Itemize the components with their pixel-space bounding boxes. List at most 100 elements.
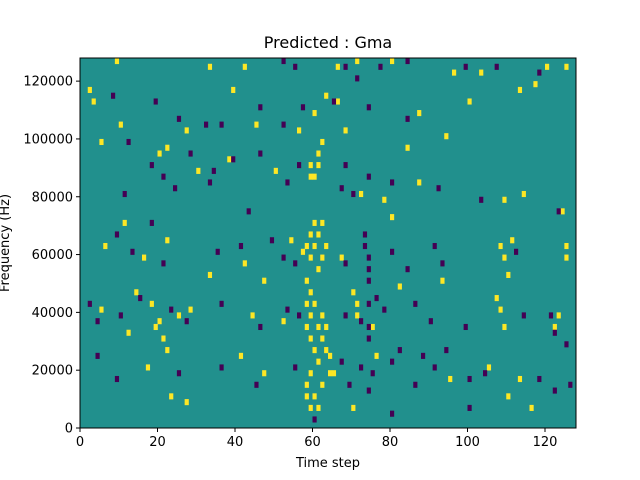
heatmap-cell-high — [99, 306, 104, 313]
heatmap-cell-high — [339, 254, 344, 261]
heatmap-cell-low — [138, 295, 143, 302]
heatmap-cell-low — [390, 248, 395, 255]
x-axis-label: Time step — [295, 456, 360, 471]
heatmap-cell-high — [312, 393, 317, 400]
heatmap-cell-high — [517, 86, 523, 93]
heatmap-cell-low — [219, 300, 224, 307]
heatmap-cell-high — [304, 323, 309, 331]
heatmap-cell-high — [355, 300, 360, 307]
heatmap-cell-high — [510, 237, 515, 244]
x-axis-ticks: 0 20 40 60 80 100 120 — [76, 428, 557, 450]
heatmap-cell-low — [293, 260, 298, 267]
heatmap-cell-high — [486, 364, 492, 371]
heatmap-cell-high — [382, 196, 387, 203]
heatmap-cell-low — [87, 300, 92, 307]
heatmap-cell-high — [374, 352, 379, 359]
heatmap-cell-high — [320, 335, 325, 342]
heatmap-cell-low — [114, 375, 120, 383]
heatmap-cell-high — [479, 69, 484, 76]
y-tick-label: 100000 — [23, 132, 73, 147]
heatmap-cell-low — [390, 358, 395, 365]
heatmap-cell-low — [149, 162, 154, 169]
heatmap-cell-low — [258, 323, 263, 331]
heatmap-cell-high — [114, 58, 120, 65]
plot-area — [79, 57, 577, 429]
heatmap-cell-low — [126, 138, 131, 146]
heatmap-cell-high — [335, 98, 340, 105]
heatmap-cell-low — [169, 306, 174, 313]
heatmap-cell-low — [440, 260, 445, 267]
y-axis-ticks: 0 20000 40000 60000 80000 100000 120000 — [23, 75, 80, 437]
heatmap-cell-low — [246, 208, 251, 215]
heatmap-cell-low — [254, 381, 259, 388]
heatmap-cell-high — [153, 323, 158, 331]
heatmap-cell-low — [479, 196, 484, 203]
heatmap-cell-high — [316, 150, 321, 157]
heatmap-cell-low — [467, 404, 472, 411]
heatmap-cell-low — [432, 243, 437, 250]
heatmap-cell-high — [157, 318, 162, 325]
heatmap-cell-high — [165, 347, 170, 354]
heatmap-cell-low — [390, 410, 395, 417]
heatmap-cell-high — [308, 289, 313, 296]
heatmap-cell-low — [405, 58, 410, 65]
heatmap-cell-low — [397, 347, 402, 354]
y-tick-label: 120000 — [23, 75, 73, 90]
heatmap-cell-high — [242, 260, 247, 267]
heatmap-cell-high — [165, 237, 170, 244]
heatmap-cell-high — [452, 69, 457, 76]
heatmap-cell-high — [304, 243, 309, 250]
heatmap-cell-low — [390, 179, 395, 186]
heatmap-cell-high — [184, 127, 189, 134]
heatmap-cell-high — [207, 271, 213, 278]
heatmap-cell-high — [498, 306, 503, 313]
heatmap-cell-high — [300, 248, 306, 255]
heatmap-cell-low — [176, 370, 182, 377]
heatmap-cell-high — [312, 219, 317, 226]
heatmap-cell-high — [533, 81, 538, 88]
heatmap-cell-low — [564, 341, 569, 348]
heatmap-cell-low — [421, 352, 426, 359]
heatmap-cell-low — [285, 179, 290, 186]
heatmap-cell-low — [552, 329, 557, 336]
heatmap-cell-low — [153, 98, 158, 105]
heatmap-cell-high — [355, 58, 360, 65]
heatmap-cell-high — [343, 127, 348, 134]
heatmap-cell-high — [103, 243, 108, 250]
heatmap-cell-high — [552, 323, 557, 331]
heatmap-cell-low — [362, 231, 368, 238]
heatmap-cell-high — [556, 312, 561, 319]
heatmap-cell-high — [165, 144, 170, 151]
plot-frame — [79, 57, 577, 429]
heatmap-cell-low — [359, 318, 364, 325]
heatmap-cell-low — [366, 300, 371, 307]
heatmap-cell-high — [564, 254, 569, 261]
heatmap-cell-high — [188, 306, 193, 313]
heatmap-cell-low — [281, 254, 286, 261]
heatmap-cell-high — [417, 179, 422, 186]
heatmap-cell-low — [556, 208, 561, 215]
heatmap-cell-low — [293, 63, 298, 70]
heatmap-cell-high — [405, 144, 410, 151]
heatmap-cell-low — [343, 260, 348, 267]
heatmap-cell-low — [366, 104, 371, 111]
heatmap-cell-low — [130, 248, 135, 255]
heatmap-cell-high — [254, 121, 259, 128]
heatmap-cell-low — [359, 364, 364, 371]
heatmap-cell-low — [366, 266, 371, 273]
heatmap-cell-high — [316, 266, 321, 273]
heatmap-cell-low — [188, 150, 193, 157]
heatmap-cell-low — [173, 185, 178, 192]
heatmap-cell-high — [142, 254, 147, 261]
heatmap-cell-high — [498, 243, 503, 250]
heatmap-cell-high — [231, 86, 236, 93]
x-tick-label: 0 — [76, 435, 84, 450]
heatmap-cell-high — [157, 150, 162, 157]
heatmap-cell-high — [308, 404, 313, 411]
heatmap-cells — [87, 58, 573, 423]
heatmap-cell-low — [568, 381, 573, 388]
y-tick-label: 0 — [65, 422, 73, 437]
heatmap-cell-low — [366, 335, 371, 342]
heatmap-cell-high — [502, 323, 507, 331]
heatmap-cell-high — [99, 138, 104, 146]
